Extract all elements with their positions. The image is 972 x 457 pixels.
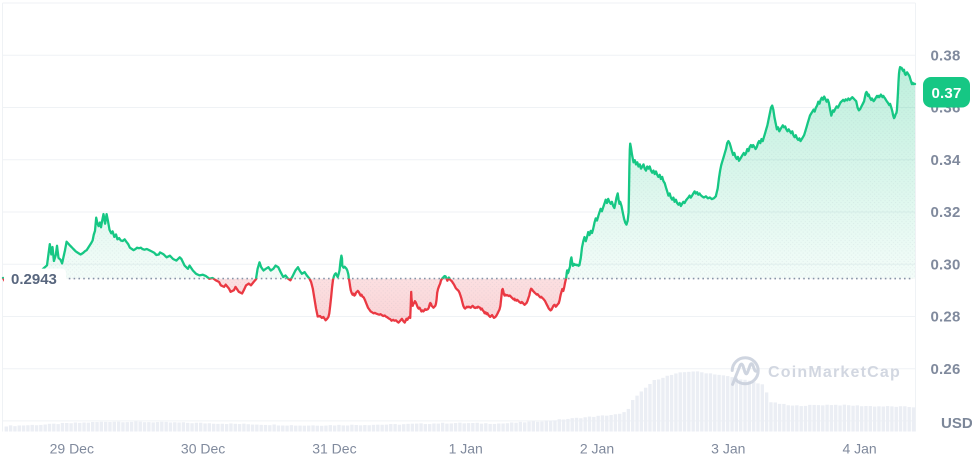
svg-text:1 Jan: 1 Jan xyxy=(449,441,483,457)
svg-text:30 Dec: 30 Dec xyxy=(181,441,225,457)
svg-text:CoinMarketCap: CoinMarketCap xyxy=(768,364,901,381)
svg-text:0.37: 0.37 xyxy=(932,85,962,102)
svg-text:0.26: 0.26 xyxy=(931,361,961,378)
svg-text:3 Jan: 3 Jan xyxy=(711,441,745,457)
svg-text:0.28: 0.28 xyxy=(931,309,961,326)
svg-text:31 Dec: 31 Dec xyxy=(312,441,356,457)
svg-text:0.30: 0.30 xyxy=(931,256,961,273)
svg-text:4 Jan: 4 Jan xyxy=(842,441,876,457)
svg-text:USD: USD xyxy=(941,415,972,432)
svg-text:0.38: 0.38 xyxy=(931,47,961,64)
svg-text:2 Jan: 2 Jan xyxy=(580,441,614,457)
svg-text:0.32: 0.32 xyxy=(931,204,961,221)
svg-text:29 Dec: 29 Dec xyxy=(50,441,94,457)
svg-text:0.34: 0.34 xyxy=(931,152,961,169)
svg-text:0.2943: 0.2943 xyxy=(11,271,57,288)
